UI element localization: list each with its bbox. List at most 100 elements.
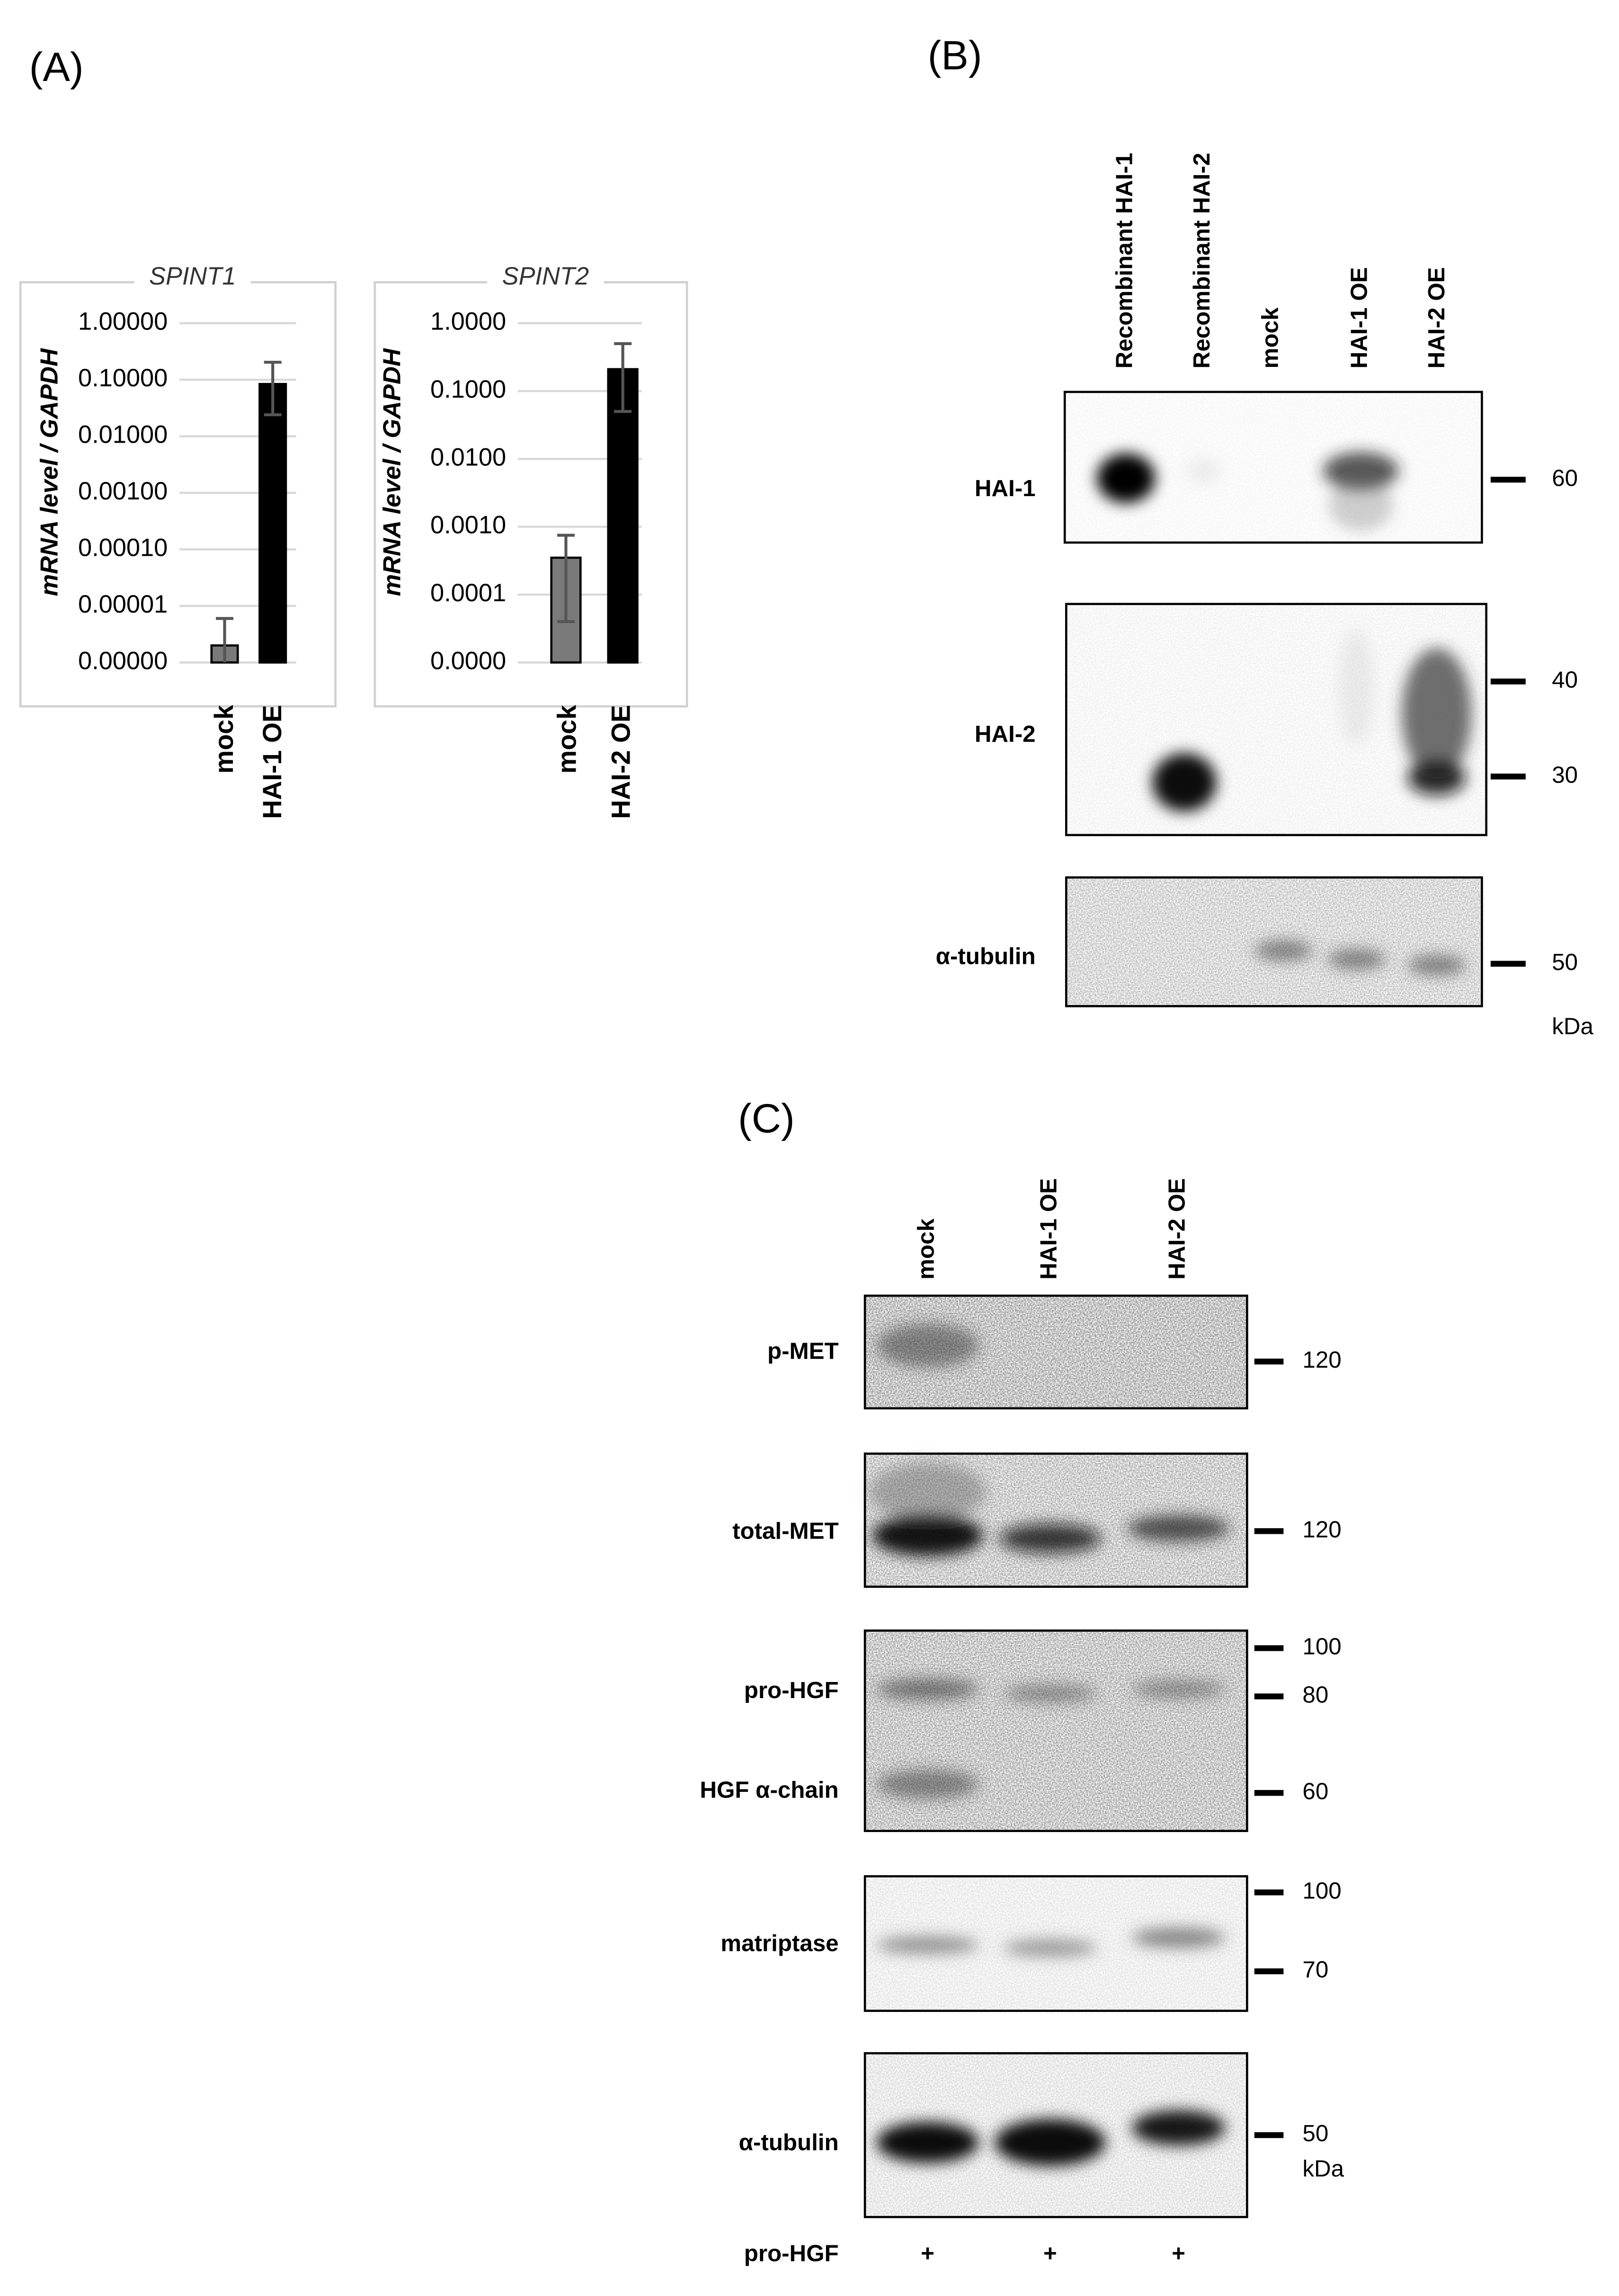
band [876,1323,979,1368]
blot-image [863,2052,1248,2218]
y-axis-title: mRNA level / GAPDH [36,348,63,596]
blot-image [863,1452,1248,1588]
band [1131,1680,1226,1698]
unit-label: kDa [1302,2155,1344,2181]
chart-title: SPINT1 [149,263,236,290]
blot-label: HAI-2 [975,721,1036,747]
panel-label: (B) [928,33,982,78]
blot-frame [1065,876,1483,1007]
error-bar [264,361,282,417]
treatment-value: + [921,2240,934,2266]
band [1323,452,1399,490]
blot-label: α-tubulin [936,943,1036,969]
band [872,1515,983,1556]
blot-image [863,1294,1248,1410]
lane-label: mock [1257,307,1283,369]
title-bg [487,263,604,293]
band [876,1679,979,1700]
y-tick-label: 0.00100 [78,478,168,505]
blot-frame [863,1452,1248,1588]
bands [869,1462,1230,1556]
lane-label: mock [913,1218,939,1280]
blot-frame [863,2052,1248,2218]
lane-label: HAI-2 OE [1423,267,1450,368]
blot-label: pro-HGF [744,1677,839,1703]
y-tick-label: 0.00010 [78,534,168,561]
blot-image [863,1875,1248,2012]
marker-label: 40 [1552,667,1578,693]
bands [876,2110,1226,2166]
blot-label: HGF α-chain [700,1777,838,1803]
bar [607,368,639,664]
x-tick-label: mock [552,705,581,774]
lane-label: Recombinant HAI-2 [1189,153,1215,369]
marker-label: 60 [1302,1778,1328,1804]
band [1152,753,1217,812]
blot-image [1065,603,1487,837]
chart-frame [374,281,688,708]
blot-image [1063,391,1483,544]
x-tick-label: HAI-2 OE [606,705,635,819]
band [876,1769,979,1799]
band [1339,629,1374,746]
bar [258,383,287,664]
blot-frame [1065,603,1487,837]
chart-frame [19,281,337,708]
band [876,1936,979,1954]
error-bar [216,617,233,663]
band [1185,459,1221,483]
band [1327,949,1386,970]
y-tick-label: 0.10000 [78,365,168,392]
blot-frame [1063,391,1483,544]
blot-label: HAI-1 [975,475,1036,501]
bands [1152,629,1472,812]
error-bar [614,342,632,413]
unit-label: kDa [1552,1014,1593,1040]
band [876,2122,979,2163]
band [1003,1684,1097,1702]
lane-label: HAI-1 OE [1346,267,1372,368]
marker-label: 50 [1552,949,1578,975]
blot-frame [863,1629,1248,1832]
band [1131,2110,1226,2145]
blot-image [863,1629,1248,1832]
band [995,2119,1106,2166]
y-tick-label: 0.00000 [78,647,168,675]
bands [1096,452,1399,531]
blot-label: α-tubulin [739,2129,839,2155]
band [1003,1939,1097,1957]
marker-label: 50 [1302,2120,1328,2146]
lane-label: Recombinant HAI-1 [1112,153,1138,369]
band [1407,955,1466,976]
band [1131,1927,1226,1948]
treatment-label: pro-HGF [744,2240,839,2266]
band [869,1462,986,1521]
band [1096,453,1156,503]
blot-label: total-MET [732,1518,839,1544]
x-tick-label: HAI-1 OE [258,705,287,819]
y-tick-label: 0.0000 [430,647,506,675]
bands [1254,940,1466,976]
blot-frame [863,1875,1248,2012]
marker-label: 80 [1302,1682,1328,1708]
band [1328,478,1393,531]
lane-label: HAI-2 OE [1164,1178,1190,1280]
panel-label: (C) [738,1096,795,1141]
blot-label: p-MET [767,1338,839,1364]
y-tick-label: 0.00001 [78,591,168,618]
treatment-value: + [1172,2240,1185,2266]
lane-label: HAI-1 OE [1035,1178,1061,1280]
error-bar [557,534,575,623]
marker-label: 60 [1552,465,1578,491]
x-tick-label: mock [209,705,239,774]
treatment-value: + [1043,2240,1057,2266]
blot-grain [865,1630,1247,1831]
bands [876,1679,1226,1799]
y-tick-label: 0.0010 [430,512,506,539]
title-bg [134,263,251,293]
y-tick-label: 0.0100 [430,444,506,471]
bands [876,1927,1226,1957]
blot-label: matriptase [721,1931,838,1957]
chart-title: SPINT2 [502,263,589,290]
